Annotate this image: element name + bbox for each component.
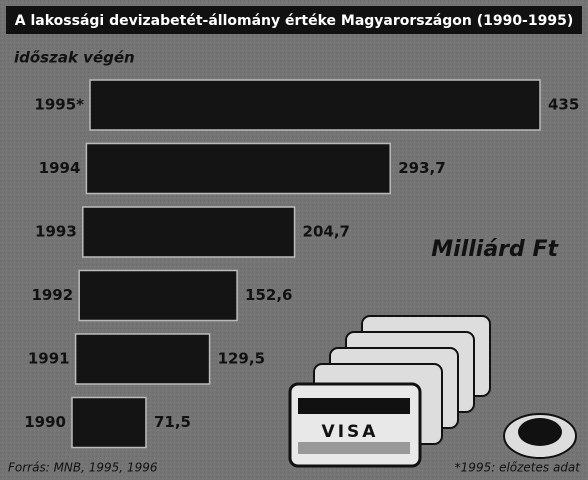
subtitle: időszak végén bbox=[14, 49, 135, 67]
bar bbox=[79, 271, 237, 321]
value-label: 293,7 bbox=[398, 159, 445, 177]
chart-title: A lakossági devizabetét-állomány értéke … bbox=[15, 13, 573, 29]
note: *1995: előzetes adat bbox=[455, 461, 582, 475]
bar bbox=[76, 334, 210, 384]
bar bbox=[90, 80, 540, 130]
y-tick-label: 1992 bbox=[31, 286, 73, 304]
bar bbox=[72, 398, 146, 448]
value-label: 129,5 bbox=[218, 350, 265, 368]
y-tick-label: 1994 bbox=[39, 159, 81, 177]
value-label: 435 bbox=[548, 96, 579, 114]
y-tick-label: 1991 bbox=[28, 350, 70, 368]
bar bbox=[86, 144, 390, 194]
card-label: VISA bbox=[322, 422, 379, 442]
chart: A lakossági devizabetét-állomány értéke … bbox=[0, 0, 588, 480]
y-tick-label: 1995* bbox=[34, 96, 84, 114]
value-label: 152,6 bbox=[245, 286, 292, 304]
source: Forrás: MNB, 1995, 1996 bbox=[8, 461, 158, 475]
value-label: 71,5 bbox=[154, 413, 191, 431]
bar bbox=[83, 207, 295, 257]
value-label: 204,7 bbox=[303, 223, 350, 241]
logo bbox=[504, 414, 576, 458]
unit-label: Milliárd Ft bbox=[431, 237, 559, 262]
y-tick-label: 1993 bbox=[35, 223, 77, 241]
y-tick-label: 1990 bbox=[24, 413, 66, 431]
